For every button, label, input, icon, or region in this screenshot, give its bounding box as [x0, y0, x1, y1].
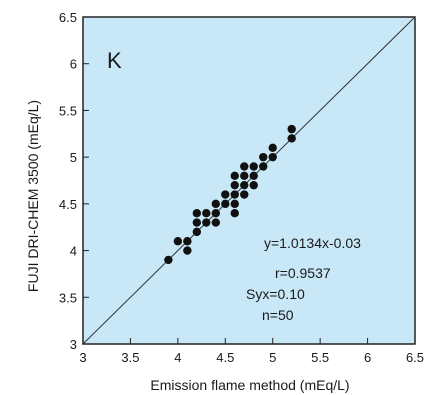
- data-point: [211, 209, 220, 218]
- axis-ticks: 3 3.5 4 4.5 5 5.5 6 6.5 3 3.5 4 4.5 5 5.5 6 6.5: [59, 10, 424, 365]
- x-tick-label: 4: [174, 350, 181, 365]
- x-axis-title: Emission flame method (mEq/L): [150, 377, 349, 393]
- data-point: [268, 152, 277, 162]
- data-point: [230, 199, 239, 209]
- data-point: [164, 255, 173, 265]
- data-point: [192, 218, 202, 227]
- y-axis-title: FUJI DRI-CHEM 3500 (mEq/L): [25, 100, 41, 292]
- y-tick-label: 3.5: [59, 290, 77, 305]
- plot-frame: [82, 16, 416, 345]
- panel-label: K: [107, 48, 122, 73]
- y-tick-label: 6.5: [59, 10, 77, 25]
- data-point: [249, 171, 258, 181]
- data-point: [211, 218, 220, 227]
- x-tick-label: 5.5: [311, 350, 329, 365]
- x-tick-label: 6: [364, 350, 371, 365]
- x-tick-label: 3: [79, 350, 86, 365]
- x-tick-label: 5: [269, 350, 276, 365]
- data-point: [268, 143, 277, 152]
- data-point: [192, 209, 202, 218]
- data-point: [230, 180, 239, 190]
- data-point: [230, 171, 239, 181]
- regression-equation: y=1.0134x-0.03: [264, 235, 361, 251]
- x-tick-label: 3.5: [121, 350, 139, 365]
- y-tick-label: 6: [70, 57, 77, 72]
- data-point: [287, 124, 296, 134]
- data-point: [173, 237, 183, 246]
- data-point: [183, 246, 192, 255]
- y-tick-label: 5.5: [59, 103, 77, 118]
- data-point: [211, 199, 220, 209]
- y-tick-label: 4: [70, 244, 77, 259]
- correlation-coefficient: r=0.9537: [275, 265, 331, 281]
- x-tick-label: 6.5: [406, 350, 424, 365]
- identity-line: [82, 16, 416, 345]
- data-points: [164, 124, 296, 265]
- y-tick-label: 3: [70, 337, 77, 352]
- data-point: [240, 171, 249, 181]
- data-point: [230, 209, 239, 218]
- data-point: [202, 218, 211, 227]
- data-point: [259, 162, 268, 171]
- data-point: [230, 190, 239, 199]
- data-point: [249, 180, 258, 190]
- standard-error: Syx=0.10: [246, 286, 305, 302]
- data-point: [202, 209, 211, 218]
- data-point: [221, 199, 230, 209]
- data-point: [221, 190, 230, 199]
- data-point: [240, 162, 249, 171]
- sample-size: n=50: [262, 307, 294, 323]
- data-point: [249, 162, 258, 171]
- data-point: [183, 237, 192, 246]
- data-point: [240, 190, 249, 199]
- y-tick-label: 4.5: [59, 197, 77, 212]
- data-point: [192, 227, 202, 237]
- x-tick-label: 4.5: [216, 350, 234, 365]
- data-point: [287, 134, 296, 143]
- data-point: [259, 152, 268, 162]
- y-tick-label: 5: [70, 150, 77, 165]
- data-point: [240, 180, 249, 190]
